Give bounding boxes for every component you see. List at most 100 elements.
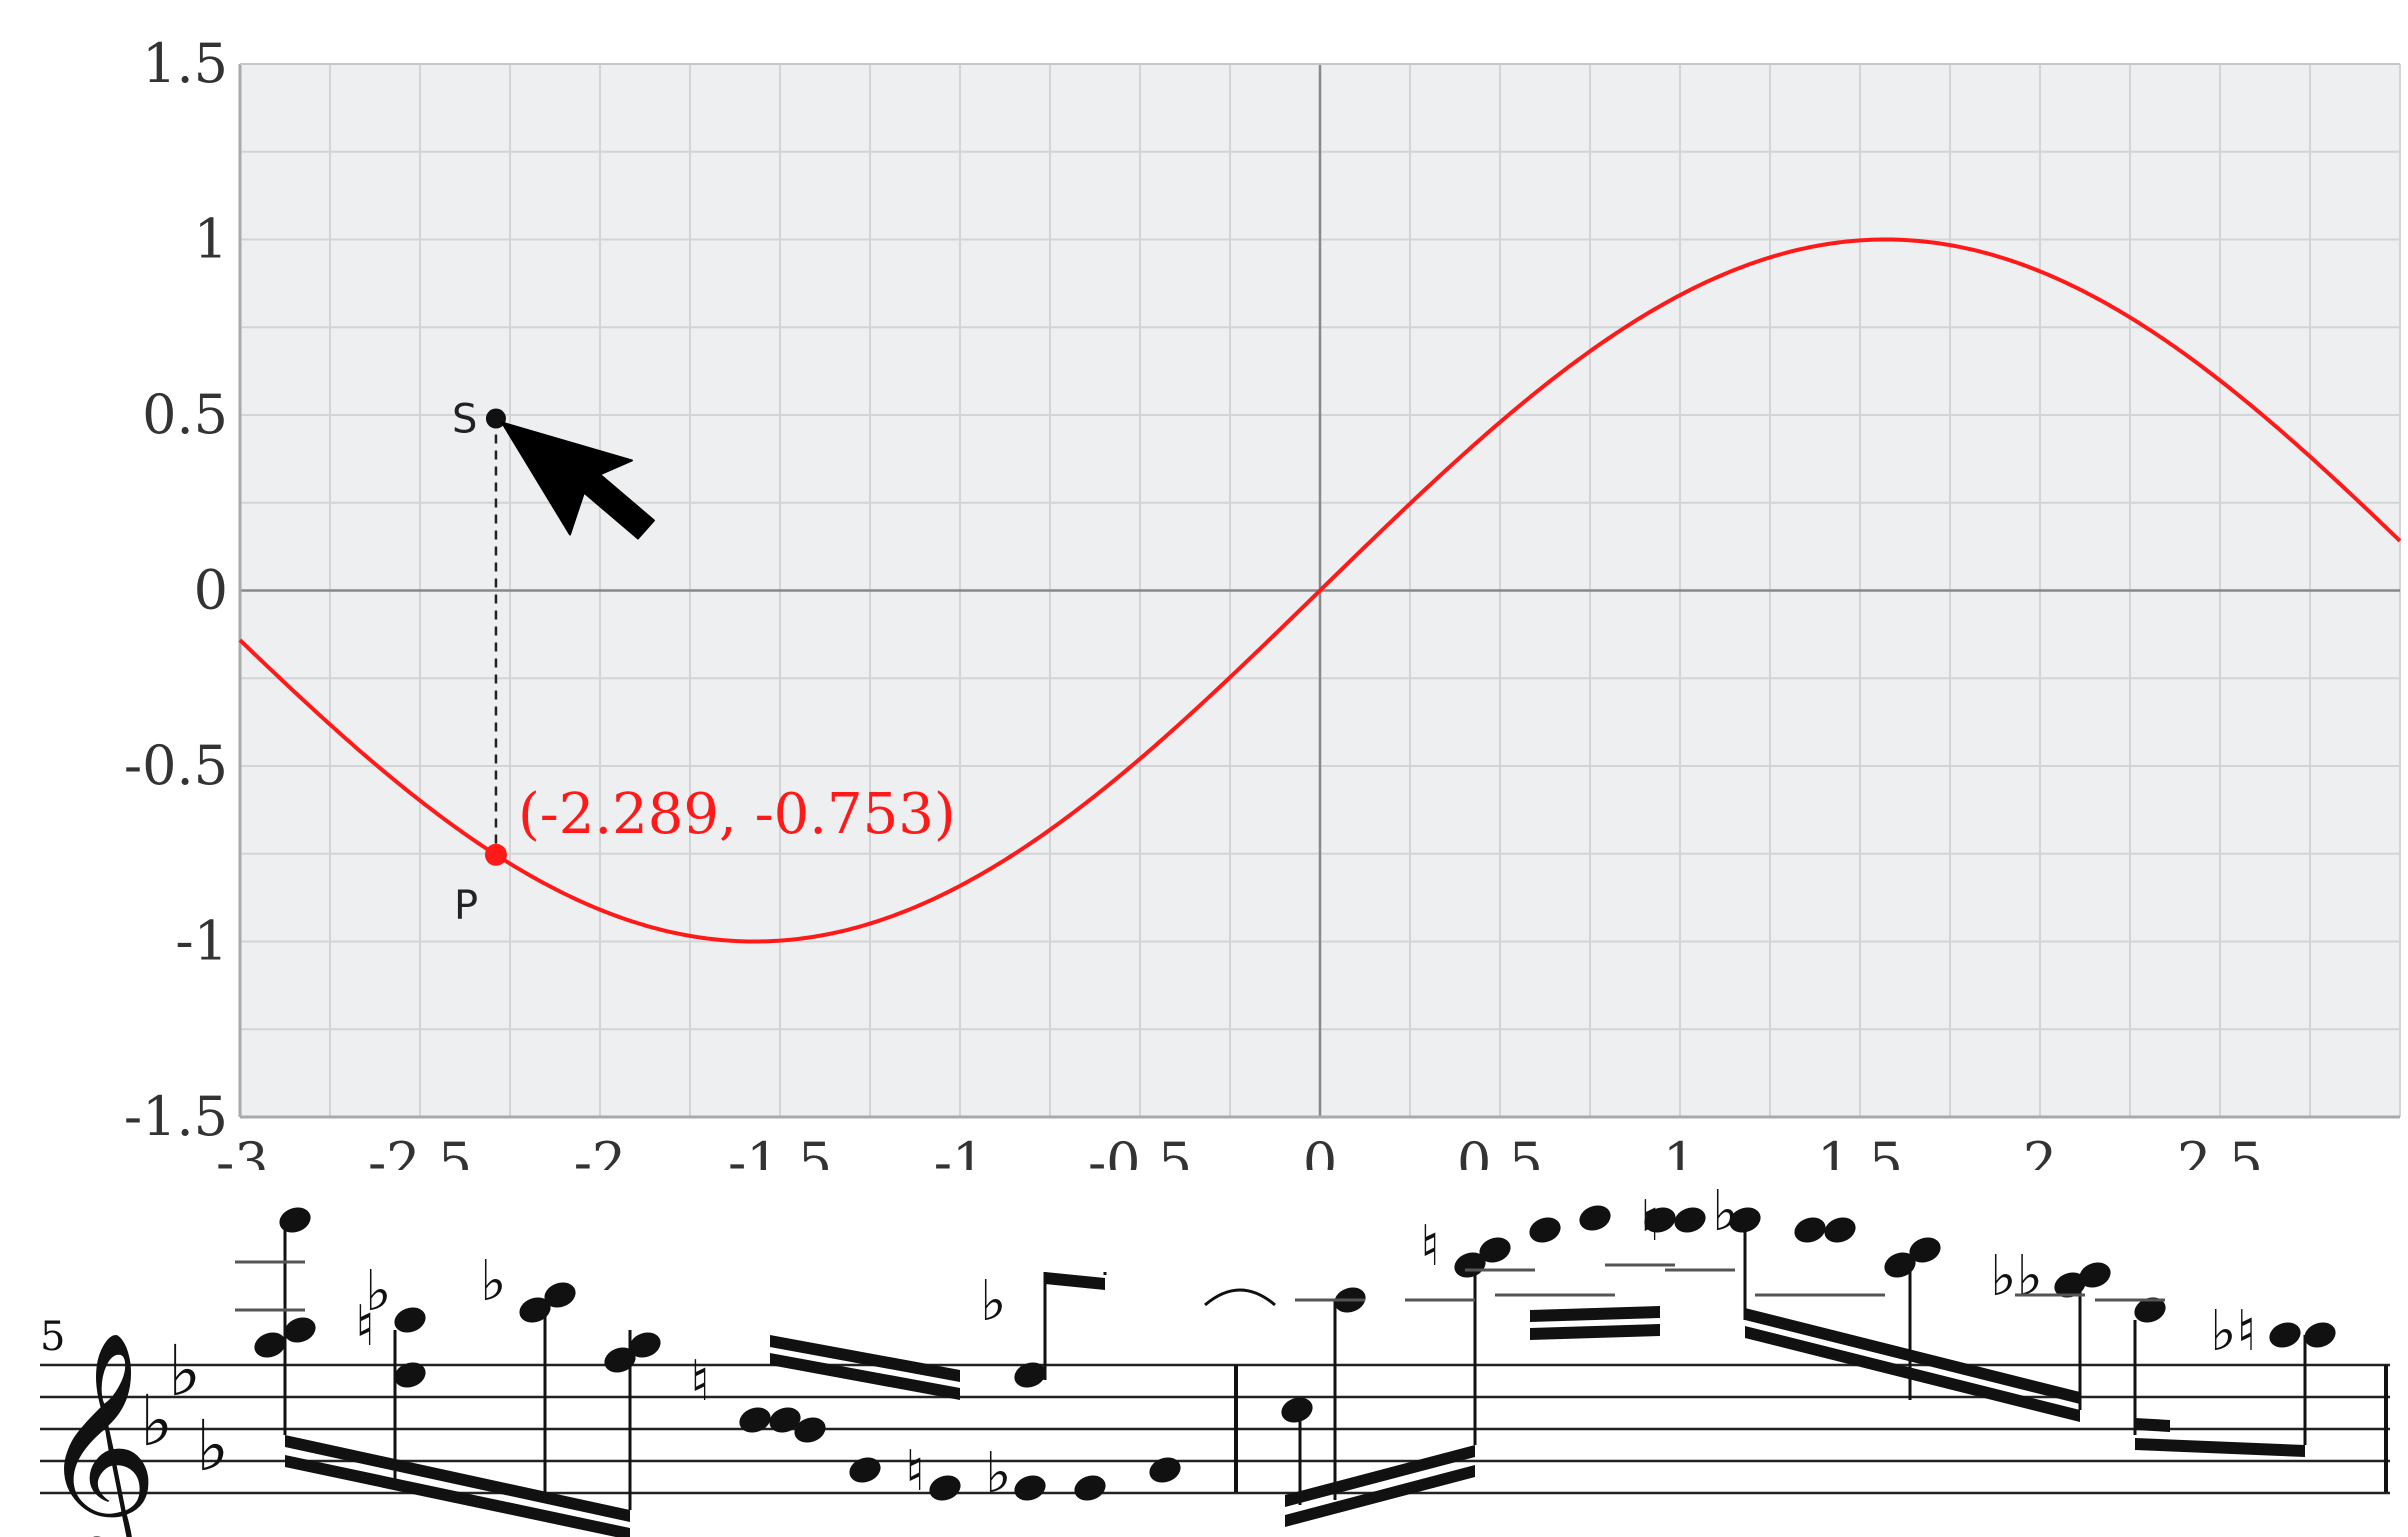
accidental-icon: ♮	[1640, 1189, 1660, 1254]
note-head	[2304, 1322, 2336, 1348]
svg-text:♭: ♭	[168, 1330, 201, 1412]
beam	[1530, 1306, 1660, 1322]
point-s-label: S	[452, 397, 477, 443]
svg-text:♭: ♭	[140, 1380, 173, 1462]
note-head	[629, 1332, 661, 1358]
x-tick-label: 0	[1303, 1131, 1337, 1170]
svg-text:♭: ♭	[196, 1405, 229, 1487]
note-head	[279, 1207, 311, 1233]
point-p-label: P	[454, 883, 478, 929]
note-head	[1884, 1252, 1916, 1278]
beam	[285, 1435, 630, 1522]
note-head	[1909, 1237, 1941, 1263]
x-tick-label: 0.5	[1457, 1131, 1543, 1170]
arrow-cursor-icon	[500, 421, 655, 540]
note-heads: ♮♭ ♭♮♭♮ ♭♮ ♮ ♭♭♭♭♮	[254, 1179, 2336, 1506]
beam	[1745, 1308, 2080, 1404]
note-head	[394, 1307, 426, 1333]
note-head	[604, 1347, 636, 1373]
note-head	[739, 1407, 771, 1433]
accidental-icon: ♭	[1712, 1179, 1738, 1244]
x-tick-label: -0.5	[1088, 1131, 1192, 1170]
note-head	[254, 1332, 286, 1358]
beam	[770, 1353, 960, 1400]
note-head	[519, 1297, 551, 1323]
note-beams	[235, 1225, 2307, 1537]
note-head	[1674, 1207, 1706, 1233]
note-head	[1014, 1362, 1046, 1388]
note-head	[1794, 1217, 1826, 1243]
y-tick-label: 0.5	[142, 383, 228, 446]
note-head	[1529, 1217, 1561, 1243]
x-tick-label: 2	[2023, 1131, 2057, 1170]
point-p-coordinates: (-2.289, -0.753)	[518, 782, 956, 847]
accidental-icon: ♭	[985, 1441, 1011, 1506]
accidental-icon: ♮	[905, 1439, 925, 1504]
note-head	[1281, 1397, 1313, 1423]
note-head	[1579, 1205, 1611, 1231]
accidental-icon: ♭♮	[2210, 1299, 2256, 1364]
x-tick-label: -1.5	[728, 1131, 832, 1170]
tie-arc	[1204, 1288, 1276, 1307]
accidental-icon: ♭	[365, 1259, 391, 1324]
accidental-icon: ♭♭	[1990, 1244, 2043, 1309]
x-tick-label: -2.5	[368, 1131, 472, 1170]
note-head	[284, 1317, 316, 1343]
note-head	[1149, 1457, 1181, 1483]
x-tick-label: -1	[934, 1131, 987, 1170]
y-tick-label: 0	[194, 559, 228, 622]
note-head	[1014, 1475, 1046, 1501]
beam	[1285, 1445, 1475, 1507]
x-tick-label: -3	[216, 1131, 269, 1170]
measure-number: 5	[40, 1314, 65, 1360]
note-head	[1824, 1217, 1856, 1243]
accidental-icon: ♭	[980, 1269, 1006, 1334]
note-head	[2269, 1322, 2301, 1348]
sine-curve	[238, 237, 2402, 944]
note-head	[929, 1475, 961, 1501]
beam	[2135, 1438, 2305, 1457]
note-head	[1479, 1237, 1511, 1263]
x-tick-label: 1.5	[1817, 1131, 1903, 1170]
y-tick-label: -0.5	[124, 734, 228, 797]
key-signature-flats: ♭♭♭	[140, 1330, 229, 1487]
beam	[1530, 1324, 1660, 1340]
x-tick-labels: -3 -2.5 -2 -1.5 -1 -0.5 0 0.5 1 1.5 2 2.5 3	[216, 1131, 2408, 1170]
note-head	[849, 1457, 881, 1483]
treble-clef-icon: 𝄞	[40, 1330, 158, 1537]
beam	[1045, 1272, 1105, 1290]
note-head	[1729, 1207, 1761, 1233]
y-tick-label: 1	[194, 208, 228, 271]
beam	[1285, 1465, 1475, 1527]
accidental-icon: ♭	[480, 1249, 506, 1314]
beam	[1745, 1326, 2080, 1422]
note-head	[394, 1362, 426, 1388]
x-tick-label: 3	[2406, 1131, 2408, 1170]
point-p[interactable]	[484, 843, 507, 866]
note-head	[544, 1282, 576, 1308]
beam	[2135, 1418, 2170, 1432]
note-head	[794, 1417, 826, 1443]
accidental-icon: ♮	[355, 1294, 375, 1359]
sine-chart: -3 -2.5 -2 -1.5 -1 -0.5 0 0.5 1 1.5 2 2.5 3 1.5 1 0.5 0…	[124, 32, 2408, 1170]
y-tick-label: 1.5	[142, 32, 228, 95]
y-tick-labels: 1.5 1 0.5 0 -0.5 -1 -1.5	[124, 32, 228, 1148]
accidental-icon: ♮	[1420, 1214, 1440, 1279]
music-staff: 5 𝄞 ♭♭♭ ♮♭ ♭♮♭♮ ♭♮ ♮ ♭♭♭♭♮	[40, 1179, 2390, 1537]
x-tick-label: -2	[574, 1131, 627, 1170]
note-head	[1644, 1207, 1676, 1233]
note-head	[769, 1407, 801, 1433]
accidental-icon: ♮	[690, 1349, 710, 1414]
y-tick-label: -1.5	[124, 1085, 228, 1148]
x-tick-label: 2.5	[2177, 1131, 2263, 1170]
note-head	[2054, 1272, 2086, 1298]
note-head	[2134, 1297, 2166, 1323]
note-head	[2079, 1262, 2111, 1288]
x-tick-label: 1	[1663, 1131, 1697, 1170]
y-tick-label: -1	[175, 910, 228, 973]
beam	[285, 1455, 630, 1537]
point-s[interactable]	[485, 408, 506, 429]
axes	[238, 63, 2400, 1119]
note-head	[1074, 1475, 1106, 1501]
beam	[770, 1335, 960, 1382]
